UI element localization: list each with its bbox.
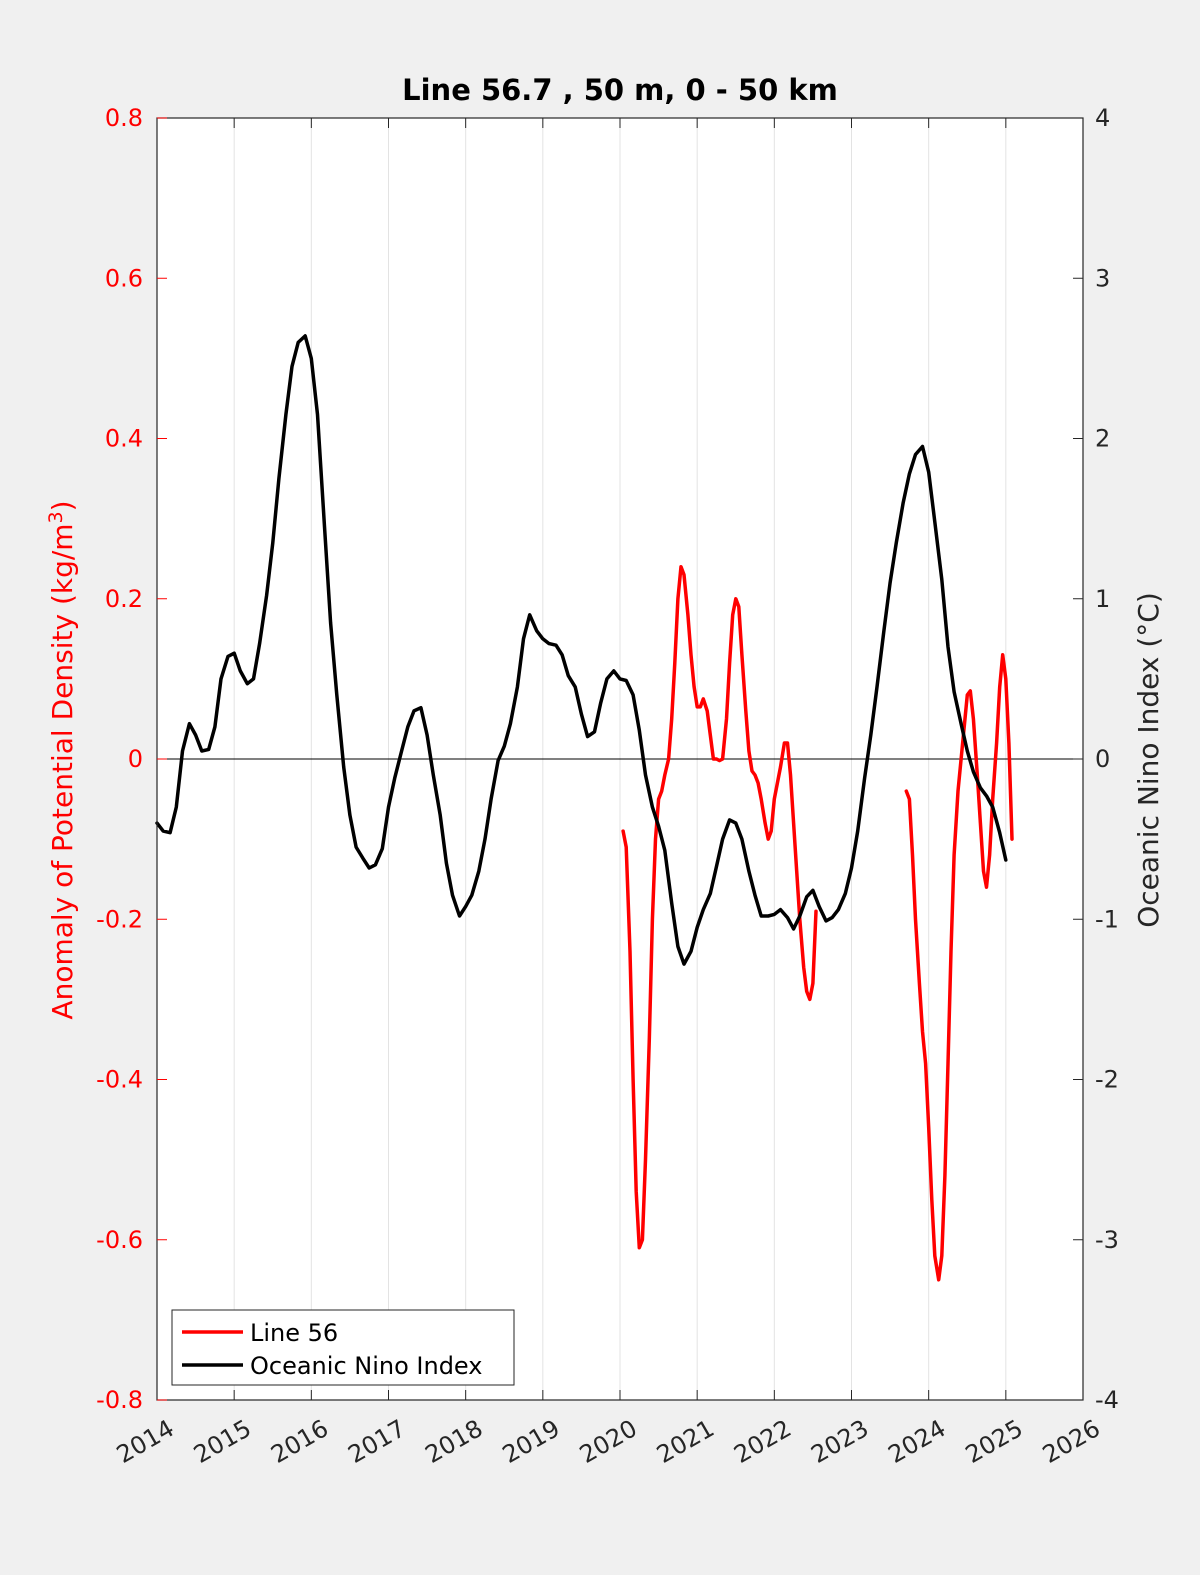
right-tick-label-4: 4 <box>1095 104 1110 132</box>
x-tick-label-2014: 2014 <box>112 1414 179 1469</box>
left-tick-label-0.4: 0.4 <box>105 425 143 453</box>
left-tick-label-0.6: 0.6 <box>105 264 143 292</box>
series-line56-segment-1 <box>904 653 1014 1282</box>
series-oni-line <box>155 334 1008 966</box>
x-tick-label-2019: 2019 <box>498 1414 565 1469</box>
x-tick-label-2018: 2018 <box>421 1414 488 1469</box>
x-tick-label-2016: 2016 <box>266 1414 333 1469</box>
left-axis-label-main: Anomaly of Potential Density (kg/m <box>46 523 79 1019</box>
right-axis-label: Oceanic Nino Index (°C) <box>1132 592 1165 928</box>
right-tick-label--2: -2 <box>1095 1066 1119 1094</box>
right-tick-label-2: 2 <box>1095 425 1110 453</box>
chart-title: Line 56.7 , 50 m, 0 - 50 km <box>402 73 838 107</box>
right-tick-label-3: 3 <box>1095 264 1110 292</box>
left-tick-label-0: 0 <box>128 745 143 773</box>
x-tick-label-2022: 2022 <box>729 1414 796 1469</box>
right-tick-label--1: -1 <box>1095 905 1119 933</box>
x-tick-label-2021: 2021 <box>652 1414 719 1469</box>
right-tick-label--3: -3 <box>1095 1226 1119 1254</box>
left-tick-label--0.4: -0.4 <box>96 1066 143 1094</box>
series-line56-segment-0 <box>621 564 818 1250</box>
x-tick-label-2017: 2017 <box>343 1414 410 1469</box>
left-axis-label: Anomaly of Potential Density (kg/m3) <box>45 500 79 1019</box>
x-tick-label-2025: 2025 <box>961 1414 1028 1469</box>
right-tick-label-1: 1 <box>1095 585 1110 613</box>
left-tick-label-0.2: 0.2 <box>105 585 143 613</box>
left-axis-label-sup: 3 <box>45 511 67 523</box>
x-tick-label-2023: 2023 <box>806 1414 873 1469</box>
left-tick-label--0.6: -0.6 <box>96 1226 143 1254</box>
legend: Line 56 Oceanic Nino Index <box>171 1309 515 1386</box>
x-tick-label-2015: 2015 <box>189 1414 256 1469</box>
legend-label-line56: Line 56 <box>250 1319 338 1347</box>
left-tick-label--0.8: -0.8 <box>96 1386 143 1414</box>
left-tick-label--0.2: -0.2 <box>96 905 143 933</box>
left-axis-label-close: ) <box>46 500 79 511</box>
right-tick-label-0: 0 <box>1095 745 1110 773</box>
left-tick-label-0.8: 0.8 <box>105 104 143 132</box>
x-tick-label-2026: 2026 <box>1038 1414 1105 1469</box>
legend-box <box>171 1309 515 1386</box>
legend-label-oni: Oceanic Nino Index <box>250 1352 482 1380</box>
right-tick-label--4: -4 <box>1095 1386 1119 1414</box>
x-tick-label-2024: 2024 <box>884 1414 951 1469</box>
x-tick-label-2020: 2020 <box>575 1414 642 1469</box>
series-layer <box>155 334 1014 1282</box>
